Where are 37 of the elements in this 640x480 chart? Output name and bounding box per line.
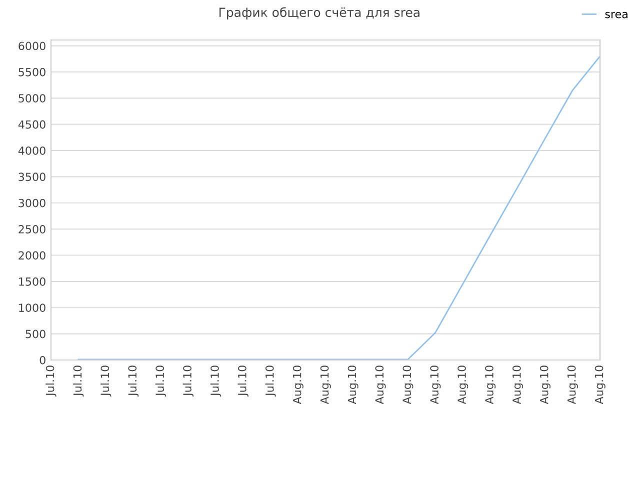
x-tick-label: Aug.10 bbox=[402, 366, 414, 404]
y-tick-label: 4000 bbox=[18, 146, 46, 155]
x-tick-label: Aug.10 bbox=[348, 366, 358, 404]
y-tick-label: 1500 bbox=[19, 277, 46, 286]
x-tick-label: Aug.10 bbox=[430, 366, 441, 404]
x-tick-label: Jul.10 bbox=[210, 366, 221, 397]
y-tick-label: 500 bbox=[26, 330, 46, 338]
y-tick-label: 5000 bbox=[18, 94, 46, 103]
x-tick-label: Jul.10 bbox=[265, 366, 276, 397]
x-tick-label: Aug.10 bbox=[320, 366, 331, 404]
y-tick-label: 2000 bbox=[18, 251, 46, 260]
line-series bbox=[78, 56, 600, 360]
y-tick-label: 4500 bbox=[18, 120, 46, 129]
x-tick-label: Jul.10 bbox=[100, 366, 112, 397]
y-tick-label: 0 bbox=[40, 356, 46, 364]
x-tick-label: Jul.10 bbox=[238, 366, 248, 397]
x-tick-label: Aug.10 bbox=[540, 366, 550, 404]
x-tick-label: Jul.10 bbox=[73, 366, 84, 397]
x-tick-label: Jul.10 bbox=[46, 366, 56, 397]
y-tick-label: 5500 bbox=[18, 68, 46, 76]
x-tick-label: Aug.10 bbox=[485, 366, 496, 404]
chart-title: График общего счёта для srea bbox=[220, 7, 420, 20]
y-tick-label: 2500 bbox=[18, 225, 46, 234]
x-tick-label: Aug.10 bbox=[594, 366, 606, 404]
y-tick-label: 3000 bbox=[18, 198, 46, 208]
x-tick-label: Jul.10 bbox=[155, 366, 166, 397]
legend-label: srea bbox=[605, 12, 628, 18]
x-tick-label: Aug.10 bbox=[292, 366, 304, 404]
x-tick-label: Aug.10 bbox=[512, 366, 524, 404]
x-tick-label: Jul.10 bbox=[128, 366, 139, 397]
x-tick-label: Aug.10 bbox=[458, 366, 468, 404]
y-tick-label: 3500 bbox=[18, 172, 46, 182]
x-tick-label: Aug.10 bbox=[375, 366, 386, 404]
y-tick-label: 1000 bbox=[19, 304, 46, 312]
y-tick-label: 6000 bbox=[18, 42, 46, 50]
x-tick-label: Aug.10 bbox=[567, 366, 578, 404]
x-tick-label: Jul.10 bbox=[182, 366, 194, 397]
